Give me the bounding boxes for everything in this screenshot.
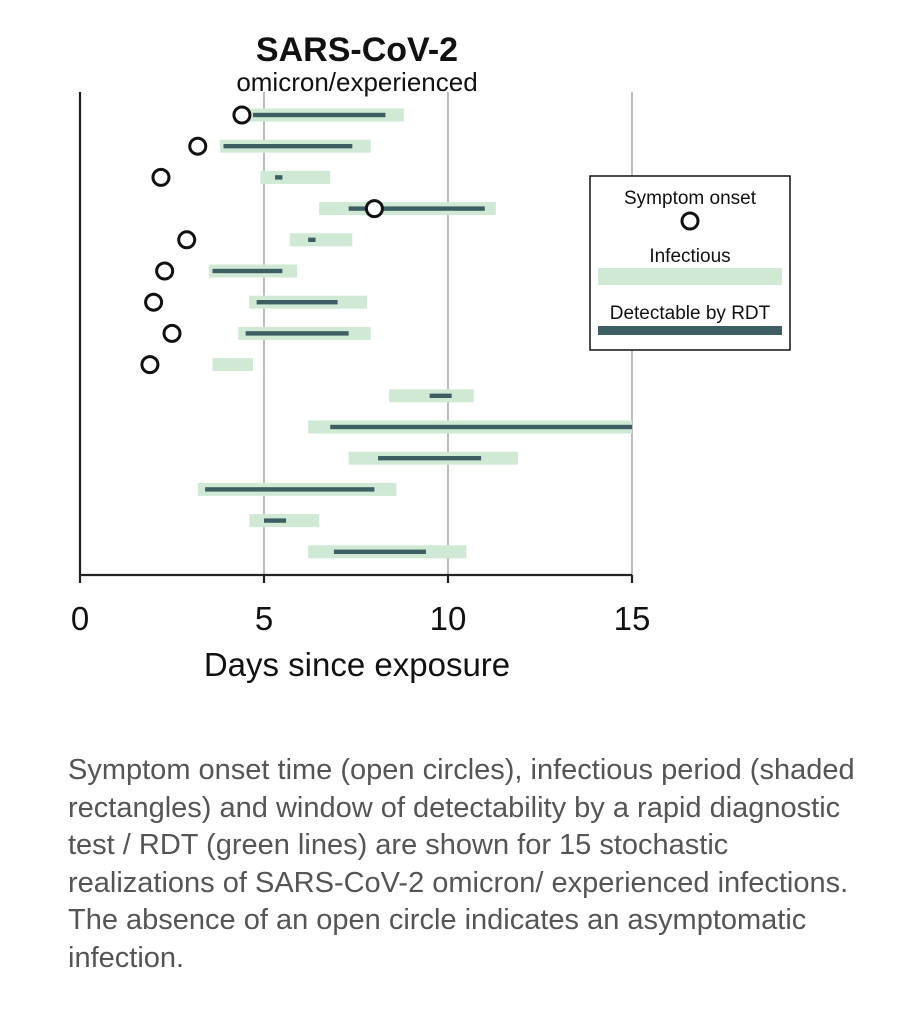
figure-caption: Symptom onset time (open circles), infec… xyxy=(68,754,855,974)
rdt-line xyxy=(245,331,349,336)
legend-label-onset: Symptom onset xyxy=(624,188,757,209)
onset-marker xyxy=(364,199,384,219)
onset-marker xyxy=(162,323,182,343)
chart-subtitle: omicron/experienced xyxy=(236,67,477,97)
x-tick-label: 10 xyxy=(430,600,467,637)
rdt-line xyxy=(330,424,632,430)
legend-infectious-swatch xyxy=(598,268,782,285)
rdt-line xyxy=(348,206,485,211)
onset-marker xyxy=(177,230,197,250)
legend-onset-marker xyxy=(680,211,700,231)
onset-marker xyxy=(188,136,208,156)
rdt-line xyxy=(275,175,283,180)
rdt-line xyxy=(205,487,375,492)
rdt-line xyxy=(212,268,283,274)
x-tick-label: 15 xyxy=(614,600,651,637)
onset-marker xyxy=(144,292,164,312)
data-bars xyxy=(197,108,632,559)
infectious-bar xyxy=(260,170,331,184)
rdt-line xyxy=(223,144,353,149)
rdt-line xyxy=(429,393,452,398)
infectious-bar xyxy=(289,233,353,247)
legend-label-rdt: Detectable by RDT xyxy=(610,303,771,324)
legend-rdt-swatch xyxy=(598,326,782,335)
x-tick-label: 0 xyxy=(71,600,89,637)
x-axis: 0 5 10 15 xyxy=(71,92,651,637)
onset-marker xyxy=(140,355,160,375)
rdt-line xyxy=(333,549,426,554)
rdt-line xyxy=(256,300,338,305)
onset-marker xyxy=(155,261,175,281)
rdt-line xyxy=(264,518,287,523)
chart-title: SARS-CoV-2 xyxy=(256,31,458,69)
legend-label-infectious: Infectious xyxy=(649,246,730,267)
onset-markers xyxy=(140,105,384,375)
onset-marker xyxy=(151,167,171,187)
rdt-line xyxy=(308,237,316,242)
legend-box xyxy=(589,175,791,351)
rdt-line xyxy=(252,112,386,118)
legend: Symptom onset Infectious Detectable by R… xyxy=(589,175,791,351)
rdt-line xyxy=(378,456,482,461)
onset-marker xyxy=(232,105,252,125)
infectious-bar xyxy=(212,358,253,372)
chart: SARS-CoV-2 omicron/experienced 0 5 10 15 Da… xyxy=(71,31,791,683)
x-tick-label: 5 xyxy=(255,600,273,637)
x-axis-label: Days since exposure xyxy=(204,646,510,683)
